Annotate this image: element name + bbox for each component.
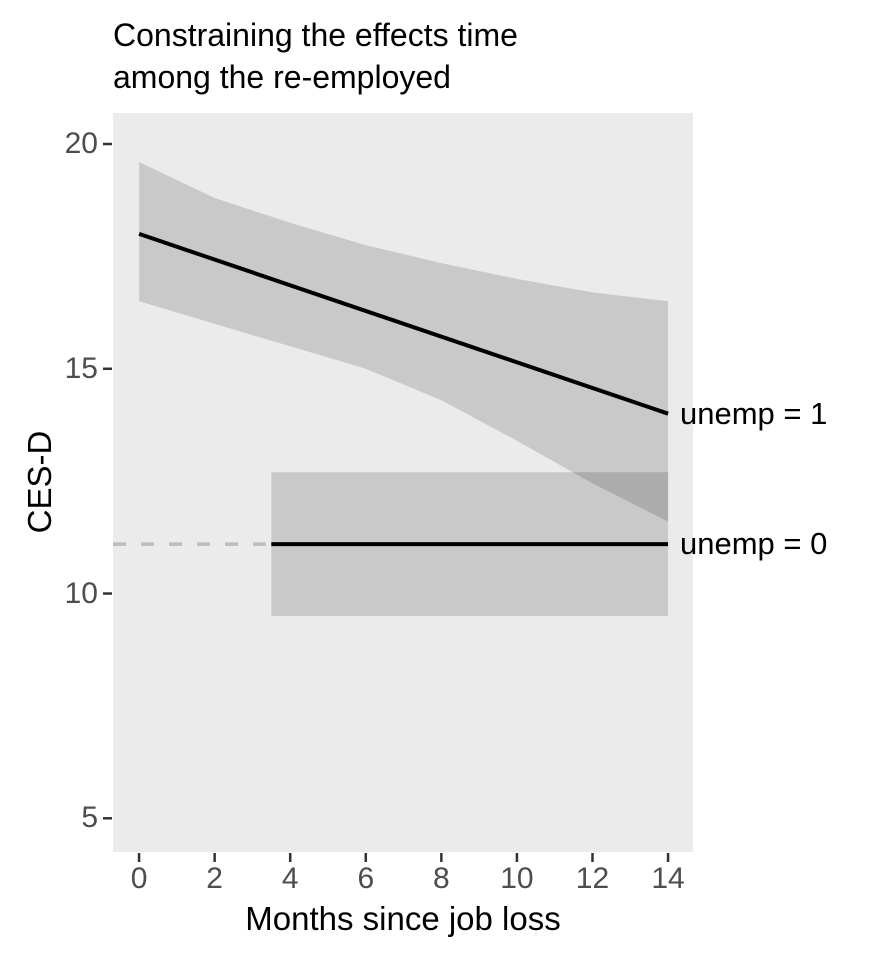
x-tick-label: 2 — [206, 862, 223, 895]
x-tick-label: 12 — [575, 862, 610, 895]
y-tick-label: 10 — [64, 576, 98, 610]
annotation-unemp-0: unemp = 0 — [680, 526, 828, 562]
x-axis-title: Months since job loss — [245, 900, 561, 937]
y-axis-title: CES-D — [21, 430, 58, 534]
plot-title-line2: among the re-employed — [113, 59, 451, 95]
y-tick-label: 15 — [64, 351, 98, 385]
series-line-0 — [138, 232, 669, 416]
x-tick-label: 14 — [651, 862, 685, 895]
x-tick-label: 6 — [357, 862, 375, 895]
x-tick-label: 8 — [433, 862, 450, 895]
annotation-unemp-1: unemp = 1 — [680, 395, 828, 431]
ci-ribbon-0 — [139, 162, 669, 522]
y-tick-label: 20 — [64, 127, 98, 161]
x-tick-label: 0 — [130, 862, 148, 895]
y-tick-label: 5 — [81, 801, 98, 835]
x-tick-label: 10 — [500, 862, 534, 895]
plot-panel — [113, 113, 693, 852]
x-tick-label: 4 — [281, 862, 299, 895]
plot-title-line1: Constraining the effects time — [113, 17, 518, 53]
